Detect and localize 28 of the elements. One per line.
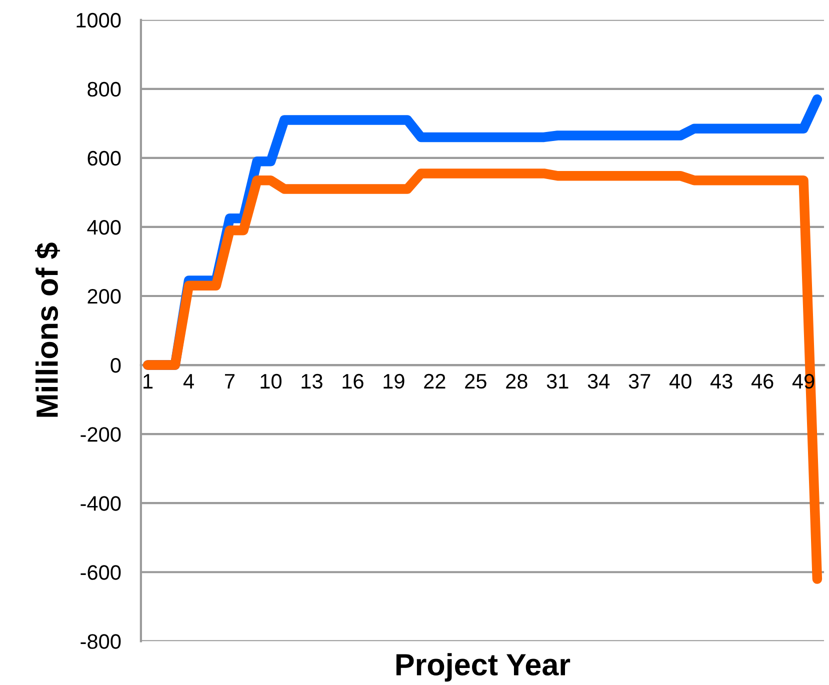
- x-tick-label: 16: [342, 374, 364, 389]
- x-tick-label: 10: [260, 374, 282, 389]
- y-tick-label: -800: [80, 634, 121, 649]
- x-axis-title: Project Year: [396, 653, 570, 682]
- y-tick-label: -200: [80, 427, 121, 442]
- y-tick-label: 400: [87, 220, 121, 235]
- x-tick-label: 43: [710, 374, 732, 389]
- x-tick-label: 40: [669, 374, 692, 389]
- y-tick-label: 0: [110, 358, 121, 373]
- x-tick-label: 1: [144, 374, 153, 388]
- x-tick-label: 13: [302, 374, 322, 389]
- x-tick-label: 28: [506, 374, 528, 389]
- x-tick-label: 22: [424, 374, 446, 388]
- y-tick-label: 1000: [76, 12, 121, 28]
- y-tick-label: -400: [80, 496, 121, 511]
- x-tick-label: 19: [384, 374, 404, 389]
- x-tick-label: 7: [225, 374, 234, 388]
- y-tick-label: 200: [88, 288, 121, 304]
- y-tick-label: 800: [88, 82, 121, 97]
- y-axis-title: Millions of $: [35, 242, 60, 417]
- x-tick-label: 37: [628, 374, 650, 389]
- x-tick-label: 4: [183, 374, 194, 388]
- x-tick-label: 31: [546, 374, 568, 389]
- x-tick-label: 34: [588, 374, 610, 389]
- x-tick-label: 25: [465, 374, 486, 389]
- x-tick-label: 46: [751, 374, 774, 389]
- y-tick-label: -600: [80, 565, 121, 580]
- y-tick-label: 600: [88, 150, 121, 166]
